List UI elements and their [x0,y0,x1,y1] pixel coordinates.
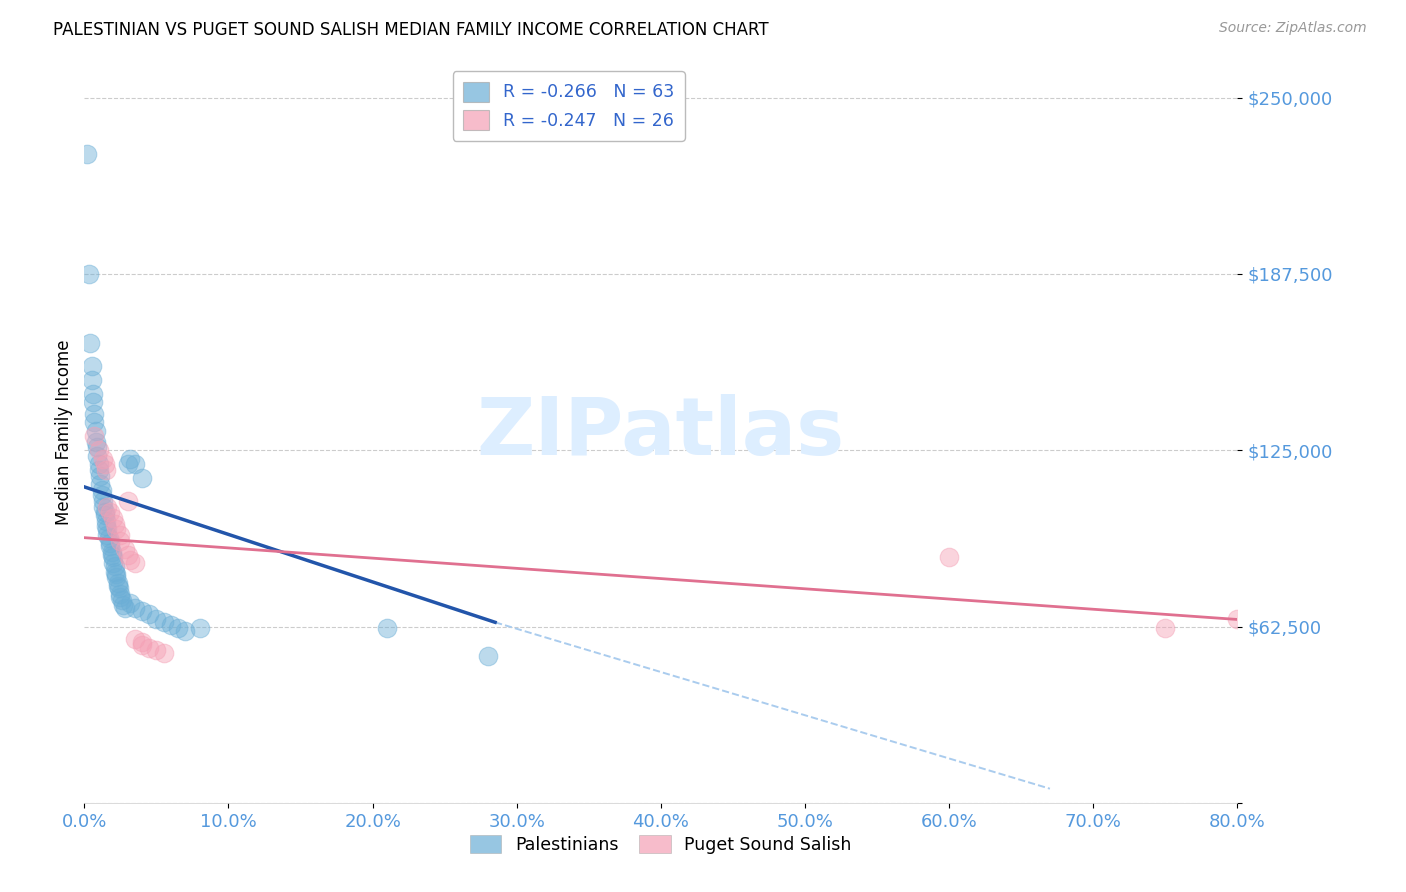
Point [145,643,167,657]
Point [120,451,142,466]
Point [1154,621,1177,635]
Point [114,601,136,615]
Point [152,646,174,660]
Point [89,477,111,491]
Text: ZIPatlas: ZIPatlas [477,393,845,472]
Point [96,528,118,542]
Point [91,500,114,514]
Point [188,621,211,635]
Point [93,505,115,519]
Point [87,458,110,472]
Point [105,522,128,536]
Point [117,494,139,508]
Point [86,449,108,463]
Point [138,607,160,621]
Point [83,415,105,429]
Point [94,519,117,533]
Point [117,548,139,562]
Point [110,590,132,604]
Point [91,451,114,466]
Point [83,429,105,443]
Point [105,567,128,582]
Point [1226,612,1249,626]
Point [104,565,127,579]
Point [131,635,153,649]
Point [117,458,139,472]
Point [79,336,101,351]
Point [105,570,128,584]
Point [111,592,134,607]
Point [86,441,108,455]
Point [108,582,131,596]
Point [100,548,122,562]
Point [152,615,174,630]
Point [104,516,127,531]
Point [91,494,114,508]
Point [160,618,183,632]
Point [131,604,153,618]
Point [104,558,127,573]
Point [131,638,153,652]
Point [80,373,103,387]
Point [96,522,118,536]
Point [84,434,107,449]
Point [110,587,132,601]
Point [124,556,146,570]
Point [167,621,190,635]
Point [94,463,117,477]
Point [112,599,135,613]
Point [94,514,117,528]
Legend: Palestinians, Puget Sound Salish: Palestinians, Puget Sound Salish [463,828,859,861]
Point [82,387,104,401]
Point [87,463,110,477]
Point [107,575,129,590]
Point [114,541,136,556]
Point [98,505,121,519]
Text: Source: ZipAtlas.com: Source: ZipAtlas.com [1219,21,1367,35]
Point [87,443,110,458]
Point [103,511,124,525]
Point [83,407,105,421]
Point [110,528,132,542]
Point [98,539,121,553]
Point [375,621,398,635]
Point [124,601,146,615]
Point [90,483,112,497]
Point [138,640,160,655]
Point [84,424,107,438]
Point [90,488,112,502]
Point [131,471,153,485]
Point [82,395,104,409]
Point [120,596,142,610]
Point [110,533,132,548]
Point [145,612,167,626]
Point [120,553,142,567]
Text: PALESTINIAN VS PUGET SOUND SALISH MEDIAN FAMILY INCOME CORRELATION CHART: PALESTINIAN VS PUGET SOUND SALISH MEDIAN… [53,21,769,38]
Point [89,468,111,483]
Point [80,359,103,373]
Point [938,550,960,565]
Point [103,550,124,565]
Point [477,649,499,664]
Point [174,624,197,638]
Point [124,632,146,647]
Point [98,536,121,550]
Point [103,556,124,570]
Point [93,508,115,522]
Y-axis label: Median Family Income: Median Family Income [55,340,73,525]
Point [124,458,146,472]
Point [77,267,100,281]
Point [100,545,122,559]
Point [97,531,120,545]
Point [107,579,129,593]
Point [76,147,98,161]
Point [93,458,115,472]
Point [96,500,118,514]
